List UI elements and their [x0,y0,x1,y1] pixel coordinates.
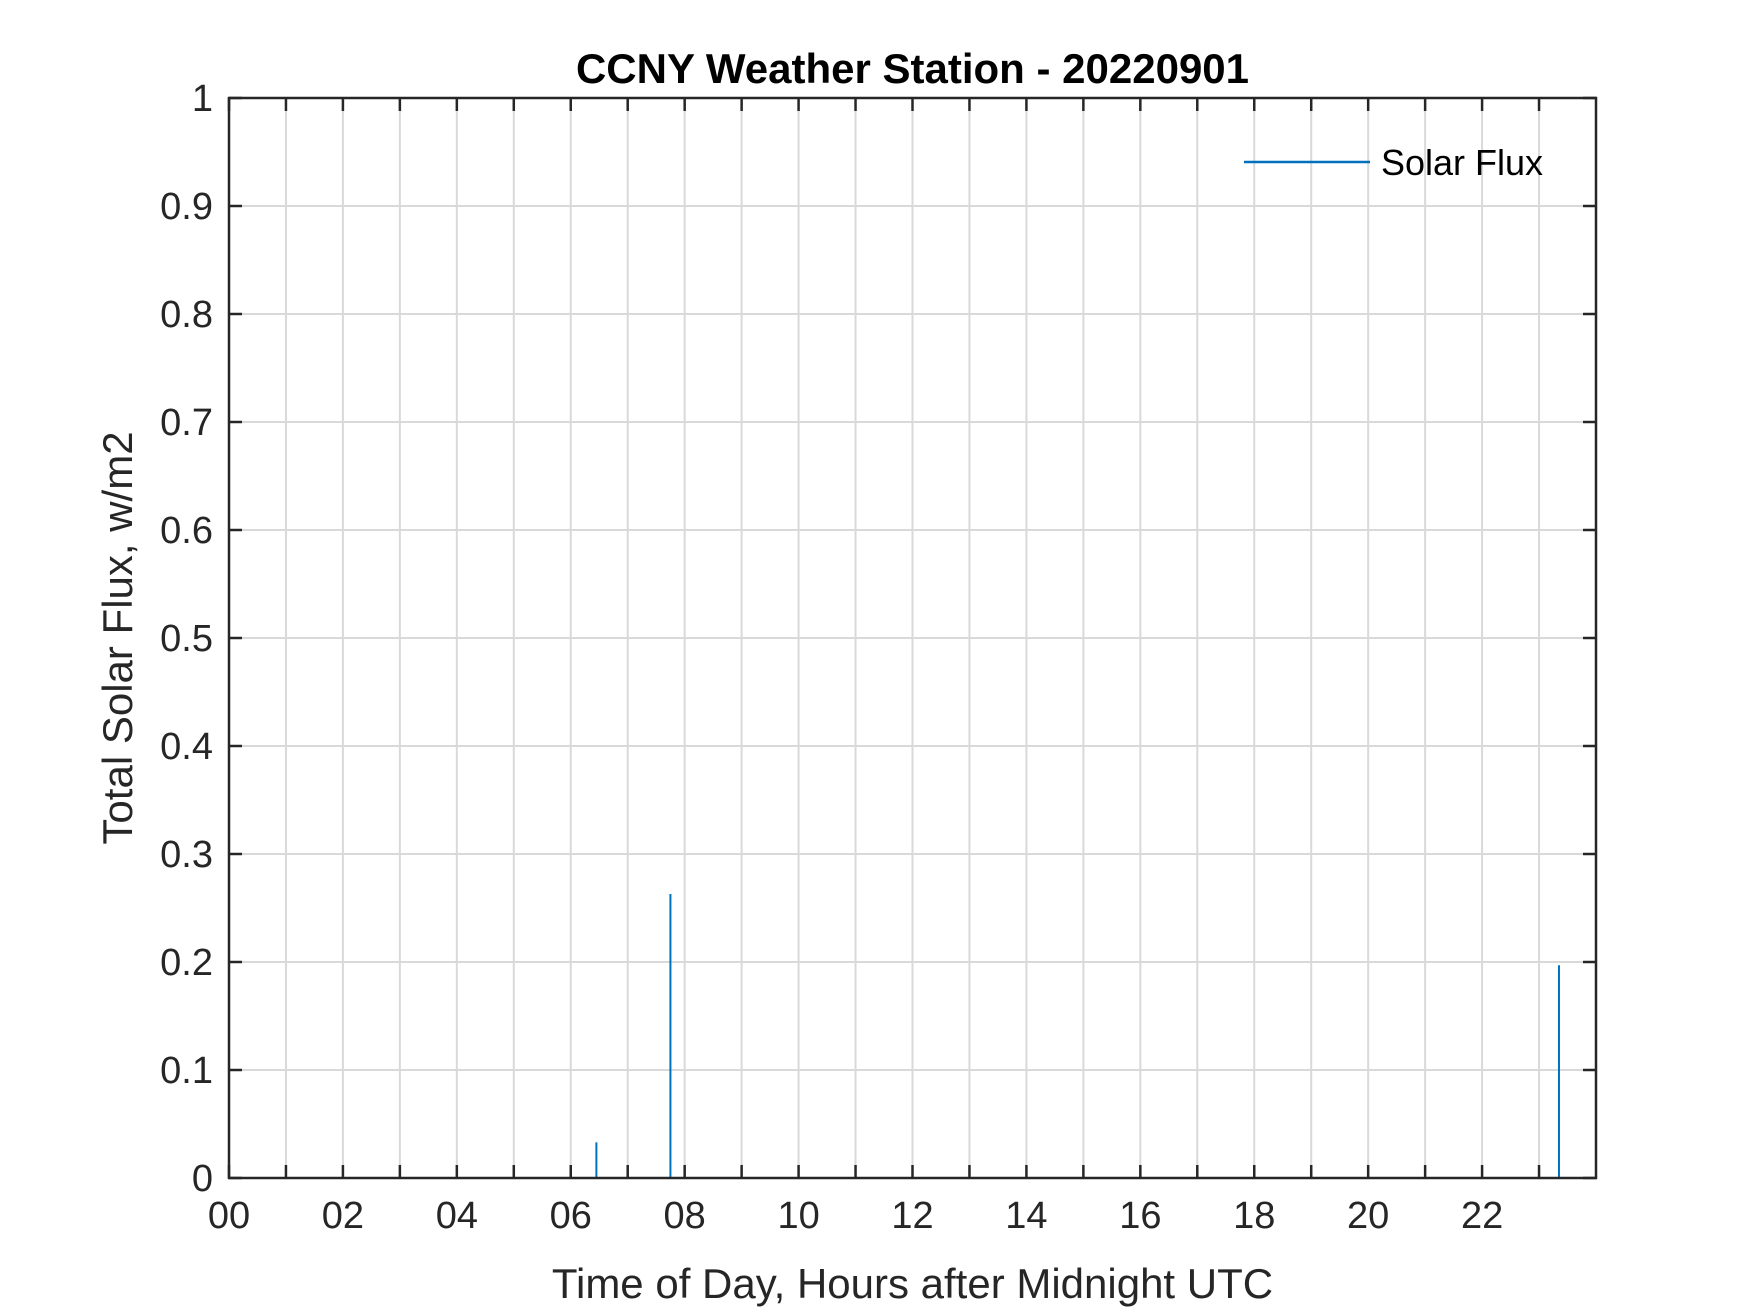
chart-title: CCNY Weather Station - 20220901 [576,45,1249,92]
y-tick-label: 0.2 [160,942,213,984]
y-tick-label: 0.9 [160,186,213,228]
y-tick-label: 0 [192,1158,213,1200]
y-tick-label: 0.7 [160,402,213,444]
legend-label-solar-flux: Solar Flux [1381,142,1543,183]
x-tick-label: 18 [1233,1195,1275,1237]
x-tick-label: 00 [208,1195,250,1237]
y-tick-label: 0.5 [160,618,213,660]
x-tick-label: 04 [436,1195,478,1237]
grid [229,98,1596,1178]
x-tick-label: 10 [777,1195,819,1237]
y-tick-label: 0.1 [160,1050,213,1092]
x-tick-label: 06 [550,1195,592,1237]
x-tick-label: 12 [891,1195,933,1237]
series-layer [595,893,1560,1178]
legend: Solar Flux [1244,142,1543,183]
y-tick-label: 0.3 [160,834,213,876]
x-tick-label: 08 [664,1195,706,1237]
x-tick-label: 02 [322,1195,364,1237]
x-tick-label: 14 [1005,1195,1047,1237]
tick-marks [227,96,1596,1180]
x-tick-label: 22 [1461,1195,1503,1237]
y-tick-label: 0.6 [160,510,213,552]
tick-labels: 00 02 04 06 08 10 12 14 16 18 20 22 0 0.1 0.2 0.3 0.4 0.5… [160,78,1503,1237]
x-tick-label: 20 [1347,1195,1389,1237]
axes-box [227,96,1598,1180]
x-axis-label: Time of Day, Hours after Midnight UTC [552,1260,1273,1307]
x-tick-label: 16 [1119,1195,1161,1237]
y-tick-label: 0.8 [160,294,213,336]
y-tick-label: 0.4 [160,726,213,768]
y-axis-label: Total Solar Flux, w/m2 [94,431,141,844]
y-tick-label: 1 [192,78,213,120]
